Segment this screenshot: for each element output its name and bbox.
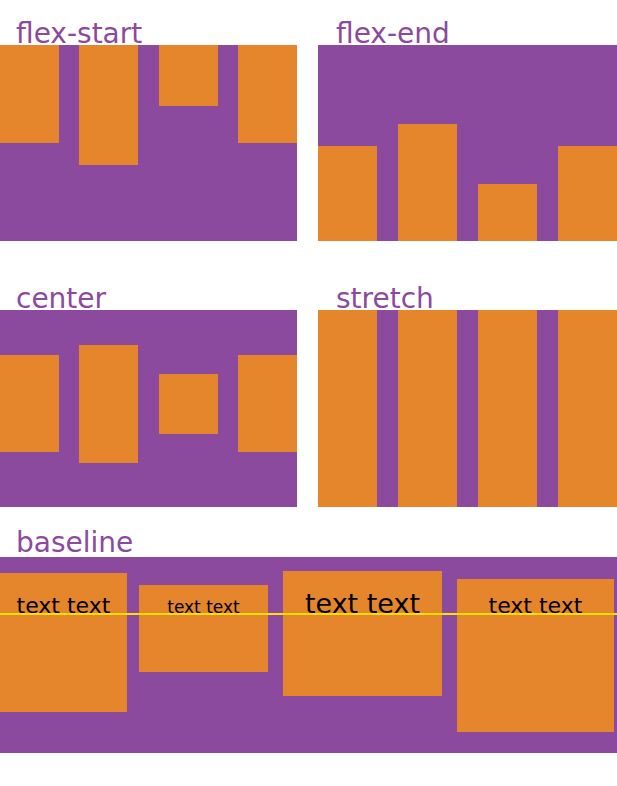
flex-item: text text	[139, 585, 268, 672]
flex-container-flex-start	[0, 45, 297, 241]
flex-item	[79, 45, 138, 165]
flex-container-flex-end	[318, 45, 617, 241]
flex-item: text text	[0, 573, 127, 712]
flex-item: text text	[457, 579, 614, 732]
section-label-center: center	[16, 285, 106, 313]
flex-item	[558, 310, 617, 507]
flex-container-stretch	[318, 310, 617, 507]
flex-item	[318, 310, 377, 507]
flex-item	[159, 45, 218, 106]
flex-item	[0, 355, 59, 452]
section-label-baseline: baseline	[16, 529, 133, 557]
flex-item	[478, 184, 537, 241]
section-label-flex-end: flex-end	[336, 20, 450, 48]
flex-item	[558, 146, 617, 241]
flex-item	[79, 345, 138, 463]
flex-item	[0, 45, 59, 143]
baseline-indicator-line	[0, 613, 617, 615]
flex-item: text text	[283, 571, 442, 696]
flex-item	[238, 45, 297, 143]
flex-item	[159, 374, 218, 434]
flex-item	[478, 310, 537, 507]
flex-item	[398, 124, 457, 241]
flex-container-center	[0, 310, 297, 507]
section-label-flex-start: flex-start	[16, 20, 142, 48]
flex-item	[238, 355, 297, 452]
flex-container-baseline: text texttext texttext texttext text	[0, 557, 617, 753]
flex-item	[398, 310, 457, 507]
flex-item	[318, 146, 377, 241]
section-label-stretch: stretch	[336, 285, 434, 313]
